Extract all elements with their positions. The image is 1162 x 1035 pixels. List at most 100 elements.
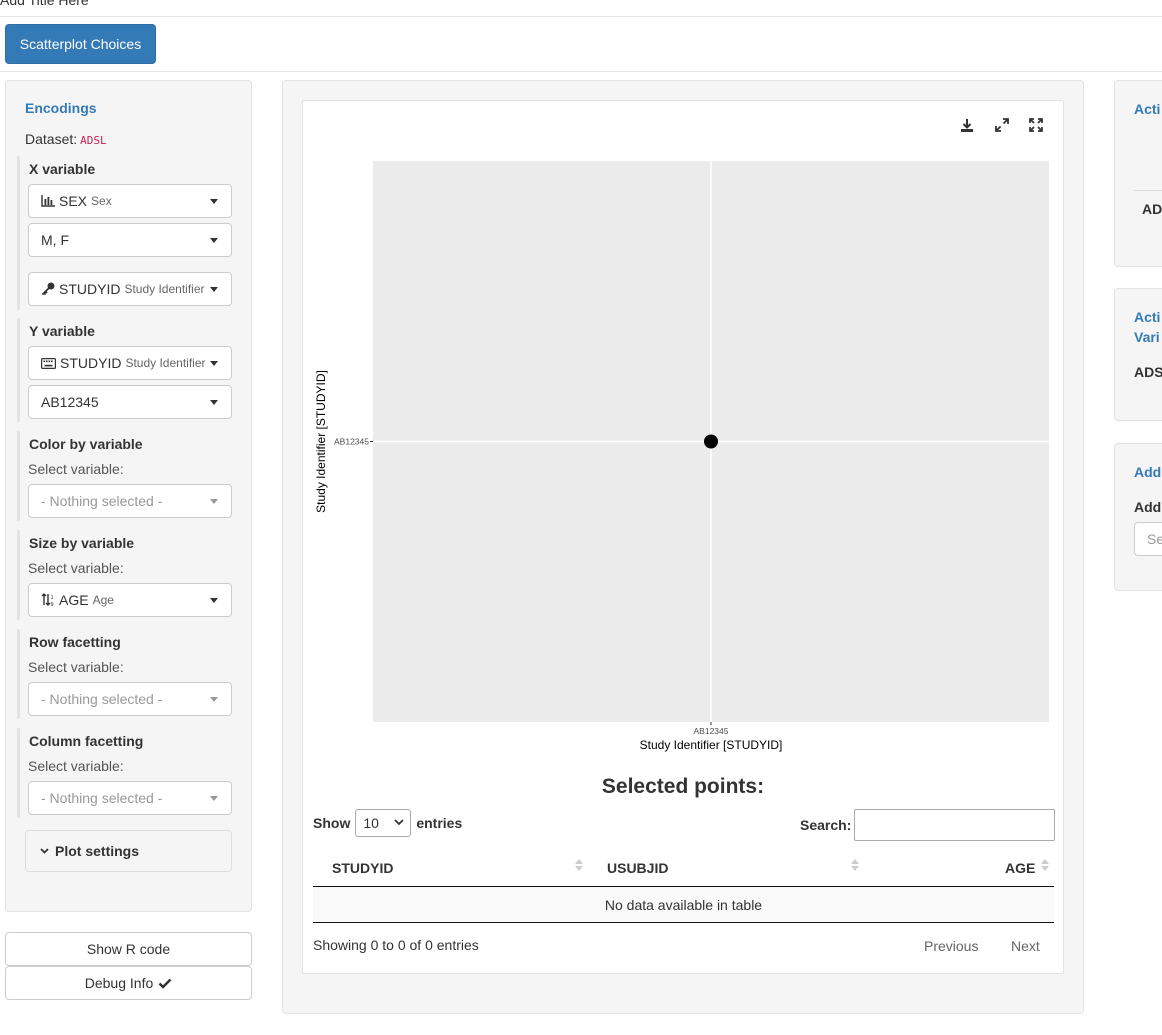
row-facet-select[interactable]: - Nothing selected -: [28, 682, 232, 716]
y-levels-select[interactable]: AB12345: [28, 385, 232, 419]
x-key-desc: Study Identifier: [124, 282, 205, 296]
dataset-name: ADSL: [80, 134, 107, 147]
chevron-down-icon: [210, 199, 218, 204]
debug-info-button[interactable]: Debug Info: [5, 966, 252, 1000]
scatterplot-choices-button[interactable]: Scatterplot Choices: [5, 24, 156, 64]
add-filter-title: Add: [1134, 464, 1162, 480]
chevron-down-icon: [210, 400, 218, 405]
search-control: Search:: [800, 809, 1056, 841]
chevron-down-icon: [40, 848, 49, 854]
x-variable-select[interactable]: SEX Sex: [28, 184, 232, 218]
svg-text:1: 1: [51, 595, 54, 601]
encodings-title: Encodings: [25, 100, 97, 116]
active-filter-dataset: AD: [1142, 201, 1162, 217]
chevron-down-icon: [210, 238, 218, 243]
y-tick-label: AB12345: [334, 437, 369, 447]
x-group-bar: [17, 156, 20, 310]
download-icon[interactable]: [957, 115, 977, 135]
col-facet-select[interactable]: - Nothing selected -: [28, 781, 232, 815]
scatter-plot[interactable]: AB12345 AB12345 Study Identifier [STUDYID…: [303, 150, 1063, 760]
dataset-line: Dataset: ADSL: [25, 131, 107, 147]
previous-button[interactable]: Previous: [924, 938, 979, 954]
x-var-desc: Sex: [91, 194, 112, 208]
row-facet-sublabel: Select variable:: [28, 659, 124, 675]
col-facet-label: Column facetting: [29, 733, 144, 749]
show-label: Show: [313, 815, 351, 831]
expand-icon[interactable]: [992, 115, 1012, 135]
col-facet-placeholder: - Nothing selected -: [41, 790, 163, 806]
add-filter-select[interactable]: Se: [1134, 522, 1162, 556]
plot-settings-label: Plot settings: [55, 843, 140, 859]
chevron-down-icon: [210, 796, 218, 801]
y-axis-title: Study Identifier [STUDYID]: [314, 370, 328, 513]
chart-icon: [41, 195, 55, 207]
color-group-bar: [17, 431, 20, 521]
col-header-age[interactable]: AGE: [1005, 850, 1035, 886]
color-by-sublabel: Select variable:: [28, 461, 124, 477]
page-length-select[interactable]: 10: [355, 809, 412, 837]
y-levels: AB12345: [41, 394, 99, 410]
row-facet-group-bar: [17, 629, 20, 719]
col-header-studyid[interactable]: STUDYID: [332, 850, 393, 886]
chevron-down-icon: [394, 819, 404, 826]
app-title: Add Title Here: [0, 0, 89, 8]
next-button[interactable]: Next: [1011, 938, 1040, 954]
sort-icon: [851, 859, 859, 871]
active-variables-title-1: Acti: [1134, 309, 1161, 325]
size-by-sublabel: Select variable:: [28, 560, 124, 576]
points-layer: [704, 434, 718, 449]
color-by-select[interactable]: - Nothing selected -: [28, 484, 232, 518]
sort-icon: [1041, 859, 1049, 871]
search-input[interactable]: [854, 809, 1056, 841]
active-variables-box: [1114, 288, 1162, 421]
chevron-down-icon: [210, 697, 218, 702]
chevron-down-icon: [210, 287, 218, 292]
length-control: Show 10 entries: [313, 809, 462, 837]
y-variable-label: Y variable: [29, 323, 95, 339]
col-header-usubjid[interactable]: USUBJID: [607, 850, 668, 886]
fullscreen-icon[interactable]: [1026, 115, 1046, 135]
dataset-label: Dataset:: [25, 131, 78, 147]
size-var-name: AGE: [59, 592, 89, 608]
active-filter-title: Acti: [1134, 101, 1161, 117]
chevron-down-icon: [210, 499, 218, 504]
x-key-select[interactable]: STUDYID Study Identifier: [28, 272, 232, 306]
size-by-label: Size by variable: [29, 535, 135, 551]
active-variables-dataset: ADS: [1134, 364, 1162, 380]
key-icon: [41, 282, 55, 296]
data-point: [704, 434, 718, 449]
selected-points-title: Selected points:: [601, 775, 765, 798]
chevron-down-icon: [210, 598, 218, 603]
plot-settings-toggle[interactable]: Plot settings: [25, 830, 232, 872]
color-by-placeholder: - Nothing selected -: [41, 493, 163, 509]
y-group-bar: [17, 318, 20, 422]
x-var-name: SEX: [59, 193, 88, 209]
row-facet-placeholder: - Nothing selected -: [41, 691, 163, 707]
size-group-bar: [17, 530, 20, 620]
active-variables-title-2: Vari: [1134, 329, 1160, 345]
size-var-desc: Age: [92, 593, 114, 607]
keyboard-icon: [41, 357, 56, 369]
color-by-label: Color by variable: [29, 436, 143, 452]
x-levels-select[interactable]: M, F: [28, 223, 232, 257]
empty-row: No data available in table: [313, 887, 1054, 922]
active-filter-box: [1114, 80, 1162, 267]
svg-text:9: 9: [51, 602, 54, 607]
add-filter-box: [1114, 443, 1162, 591]
y-variable-select[interactable]: STUDYID Study Identifier: [28, 346, 232, 380]
col-facet-sublabel: Select variable:: [28, 758, 124, 774]
show-r-code-button[interactable]: Show R code: [5, 932, 252, 966]
divider: [1134, 190, 1162, 191]
header-divider: [0, 16, 1162, 17]
table-info: Showing 0 to 0 of 0 entries: [313, 937, 479, 953]
table-bottom-rule: [313, 922, 1054, 923]
col-header-label: AGE: [1005, 860, 1036, 876]
x-key-var: STUDYID: [59, 281, 121, 297]
x-axis-title: Study Identifier [STUDYID]: [640, 738, 783, 752]
row-facet-label: Row facetting: [29, 634, 121, 650]
page-length-value: 10: [363, 815, 379, 831]
col-header-label: USUBJID: [607, 860, 669, 876]
x-variable-label: X variable: [29, 161, 96, 177]
